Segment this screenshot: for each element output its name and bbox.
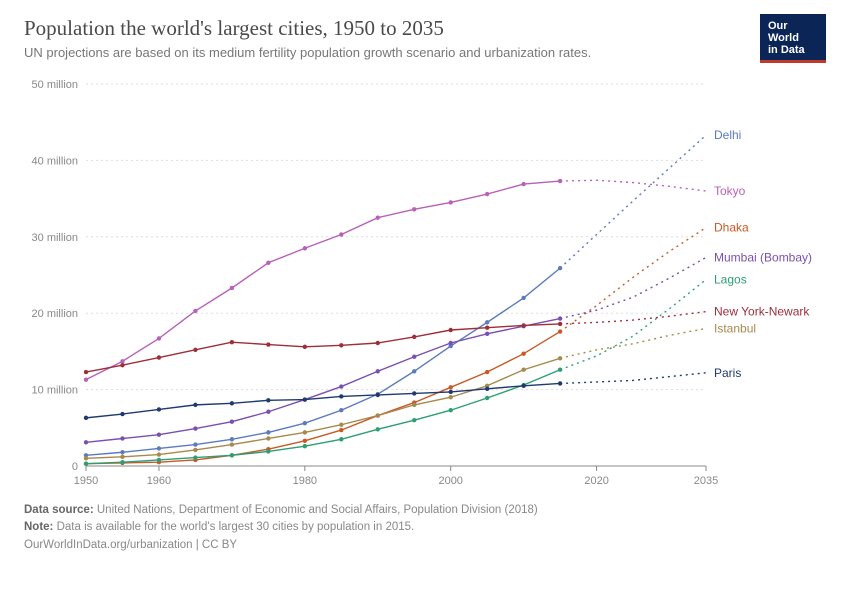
note-line: Note: Data is available for the world's … (24, 519, 826, 536)
series-dots (84, 179, 563, 382)
series-label: Istanbul (714, 321, 756, 335)
series-label: Paris (714, 366, 741, 380)
series-label: Delhi (714, 128, 741, 142)
series-line-new-york-newark (86, 324, 560, 372)
series-projection (560, 280, 706, 370)
series-projection (560, 228, 706, 332)
series-label: Dhaka (714, 221, 749, 235)
series-line-delhi (86, 268, 560, 455)
y-tick-label: 30 million (32, 232, 78, 244)
x-tick-label: 1980 (293, 475, 317, 487)
series-label: New York-Newark (714, 305, 810, 319)
x-tick-label: 2020 (584, 475, 608, 487)
y-tick-label: 50 million (32, 79, 78, 91)
series-line-tokyo (86, 181, 560, 380)
series-projection (560, 135, 706, 268)
series-dots (84, 356, 563, 460)
chart-subtitle: UN projections are based on its medium f… (24, 45, 826, 60)
y-tick-label: 0 (72, 461, 78, 473)
x-tick-label: 2035 (694, 475, 718, 487)
line-chart: 0 10 million 20 million 30 million 40 millio… (24, 72, 826, 492)
series-label: Tokyo (714, 184, 746, 198)
series-projection (560, 180, 706, 191)
series-label: Lagos (714, 273, 747, 287)
header: Our World in Data Population the world's… (0, 0, 850, 64)
x-tick-label: 1950 (74, 475, 98, 487)
data-source-text: United Nations, Department of Economic a… (97, 504, 538, 516)
series-label: Mumbai (Bombay) (714, 250, 812, 264)
data-source-label: Data source: (24, 504, 94, 516)
attribution-line: OurWorldInData.org/urbanization | CC BY (24, 537, 826, 554)
data-source-line: Data source: United Nations, Department … (24, 502, 826, 519)
owid-logo: Our World in Data (760, 14, 826, 63)
y-tick-label: 20 million (32, 308, 78, 320)
series-projection (560, 373, 706, 384)
footer: Data source: United Nations, Department … (0, 492, 850, 554)
chart-title: Population the world's largest cities, 1… (24, 16, 826, 41)
x-tick-label: 2000 (438, 475, 462, 487)
note-label: Note: (24, 521, 53, 533)
logo-line-2: in Data (768, 44, 805, 56)
series-dots (84, 316, 563, 444)
series-dots (84, 322, 563, 375)
series-dots (84, 381, 563, 420)
y-tick-label: 40 million (32, 155, 78, 167)
series-projection (560, 257, 706, 318)
series-projection (560, 328, 706, 358)
x-tick-label: 1960 (147, 475, 171, 487)
logo-line-1: Our World (768, 20, 799, 44)
y-tick-label: 10 million (32, 385, 78, 397)
chart-area: 0 10 million 20 million 30 million 40 millio… (24, 72, 826, 492)
series-line-mumbai-bombay- (86, 319, 560, 443)
note-text: Data is available for the world's larges… (57, 521, 415, 533)
